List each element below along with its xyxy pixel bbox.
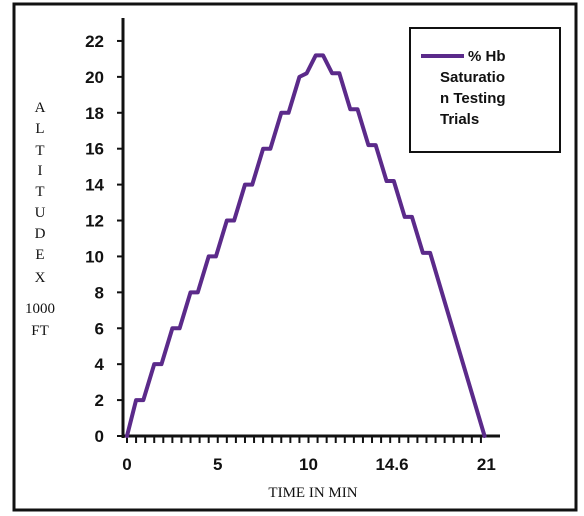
x-tick-label: 21 [477,455,496,474]
y-axis-label-line: U [35,205,46,221]
y-axis-label-line: D [35,226,46,242]
y-tick-label: 18 [85,104,104,123]
legend-label-line: n Testing [440,90,506,107]
x-tick-group: 0 5 10 14.6 21 [122,455,496,474]
y-tick-label: 22 [85,32,104,51]
x-axis-label: TIME IN MIN [268,485,357,501]
x-tick-label: 10 [299,455,318,474]
y-tick-label: 4 [95,355,105,374]
legend-box [409,27,561,153]
y-tick-label: 0 [95,427,104,446]
y-tick-label: 12 [85,212,104,231]
x-tick-label: 0 [122,455,131,474]
y-tick-label: 10 [85,247,104,266]
y-tick-label: 6 [95,319,104,338]
y-axis-label-line: 1000 [25,301,55,317]
series-line [125,53,487,438]
y-axis-label-line: FT [31,323,49,339]
y-axis-label-line: T [35,184,44,200]
legend-label-line: Trials [440,111,479,128]
chart-border [12,2,578,512]
y-axis-label-line: E [35,247,44,263]
y-tick-group: 0 2 4 6 8 10 12 14 16 18 20 22 [85,32,123,446]
legend-label-lines: % Hb Saturatio n Testing Trials [440,48,506,128]
x-tick-label: 5 [213,455,222,474]
y-tick-label: 20 [85,68,104,87]
series-layer [125,53,487,438]
legend-label-line: Saturatio [440,69,505,86]
y-axis-label-line: I [38,163,43,179]
x-tick-label: 14.6 [375,455,408,474]
y-tick-label: 16 [85,140,104,159]
y-axis-label-line: L [35,121,44,137]
y-axis-label-line: T [35,143,44,159]
legend: % Hb Saturatio n Testing Trials [409,27,561,153]
x-minor-tick-group [126,436,482,443]
y-tick-label: 14 [85,176,104,195]
y-tick-label: 8 [95,283,104,302]
y-tick-label: 2 [95,391,104,410]
legend-label-line: % Hb [468,48,506,65]
y-axis-label-line: A [35,100,46,116]
y-axis-label-line: X [35,270,46,286]
